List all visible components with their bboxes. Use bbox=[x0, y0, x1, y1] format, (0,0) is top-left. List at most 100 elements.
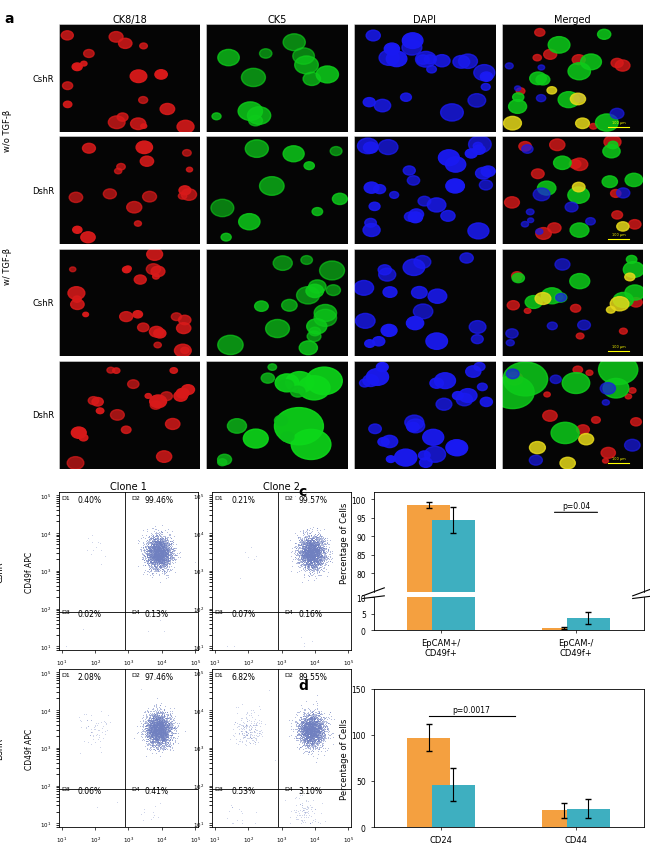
Point bbox=[311, 737, 321, 750]
Point bbox=[149, 555, 159, 569]
Point bbox=[315, 719, 325, 733]
Point bbox=[313, 721, 324, 734]
Point bbox=[300, 815, 311, 829]
Point bbox=[155, 542, 166, 555]
Point bbox=[157, 545, 167, 559]
Point bbox=[141, 749, 151, 763]
Point bbox=[318, 550, 328, 564]
Point bbox=[307, 548, 318, 561]
Point bbox=[141, 552, 151, 565]
Point bbox=[164, 739, 175, 753]
Point bbox=[305, 547, 315, 560]
Point bbox=[161, 718, 172, 732]
Point bbox=[168, 551, 179, 565]
Point bbox=[156, 717, 166, 731]
Point bbox=[302, 523, 312, 537]
Circle shape bbox=[187, 168, 192, 173]
Point bbox=[154, 539, 164, 553]
Point bbox=[296, 725, 306, 738]
Point bbox=[147, 540, 157, 554]
Point bbox=[309, 711, 319, 725]
Point bbox=[302, 547, 312, 560]
Point bbox=[157, 556, 167, 570]
Point bbox=[138, 721, 149, 734]
Point bbox=[304, 721, 315, 734]
Point bbox=[305, 733, 315, 747]
Point bbox=[155, 717, 166, 730]
Point bbox=[307, 722, 317, 735]
Point bbox=[318, 721, 328, 734]
Point bbox=[155, 556, 166, 570]
Point bbox=[155, 548, 165, 561]
Point bbox=[306, 551, 316, 565]
Point bbox=[318, 551, 329, 565]
Point bbox=[325, 555, 335, 568]
Point bbox=[301, 551, 311, 565]
Point bbox=[308, 547, 318, 560]
Point bbox=[307, 725, 317, 738]
Point bbox=[145, 719, 155, 733]
Point bbox=[317, 536, 327, 549]
Point bbox=[307, 538, 318, 552]
Point bbox=[146, 549, 157, 562]
Point bbox=[157, 541, 167, 555]
Point bbox=[296, 722, 307, 735]
Point bbox=[302, 719, 313, 733]
Point bbox=[153, 717, 163, 730]
Point bbox=[155, 536, 166, 549]
Point bbox=[144, 720, 154, 733]
Point bbox=[313, 723, 324, 737]
Point bbox=[144, 714, 155, 728]
Point bbox=[150, 552, 160, 565]
Point bbox=[307, 742, 318, 755]
Circle shape bbox=[114, 169, 122, 175]
Circle shape bbox=[555, 259, 570, 271]
Point bbox=[149, 719, 159, 733]
Point bbox=[306, 724, 317, 738]
Point bbox=[317, 542, 327, 555]
Point bbox=[310, 544, 320, 558]
Point bbox=[154, 547, 164, 560]
Point bbox=[289, 803, 299, 817]
Point bbox=[302, 544, 312, 557]
Point bbox=[146, 725, 156, 738]
Point bbox=[155, 728, 166, 742]
Point bbox=[153, 710, 163, 723]
Point bbox=[164, 732, 175, 745]
Point bbox=[158, 542, 168, 555]
Point bbox=[304, 734, 315, 748]
Point bbox=[296, 534, 306, 548]
Point bbox=[300, 722, 311, 735]
Point bbox=[157, 729, 168, 743]
Point bbox=[164, 544, 175, 558]
Point bbox=[315, 711, 326, 724]
Point bbox=[169, 722, 179, 735]
Point bbox=[293, 560, 304, 573]
Point bbox=[307, 560, 317, 574]
Point bbox=[302, 735, 313, 749]
Point bbox=[296, 551, 306, 565]
Point bbox=[290, 550, 300, 564]
Point bbox=[318, 544, 329, 557]
Point bbox=[307, 565, 318, 578]
Point bbox=[307, 711, 317, 724]
Point bbox=[148, 530, 158, 544]
Point bbox=[320, 549, 331, 563]
Point bbox=[293, 549, 304, 562]
Point bbox=[307, 531, 317, 544]
Point bbox=[151, 549, 162, 563]
Point bbox=[155, 528, 165, 542]
Point bbox=[165, 534, 176, 548]
Point bbox=[156, 733, 166, 747]
Point bbox=[300, 735, 310, 749]
Point bbox=[147, 721, 157, 734]
Point bbox=[154, 731, 164, 744]
Point bbox=[155, 534, 165, 548]
Point bbox=[306, 720, 317, 733]
Point bbox=[292, 552, 303, 565]
Point bbox=[315, 560, 325, 574]
Point bbox=[303, 716, 313, 729]
Point bbox=[164, 718, 174, 732]
Point bbox=[313, 720, 324, 733]
Point bbox=[317, 551, 327, 565]
